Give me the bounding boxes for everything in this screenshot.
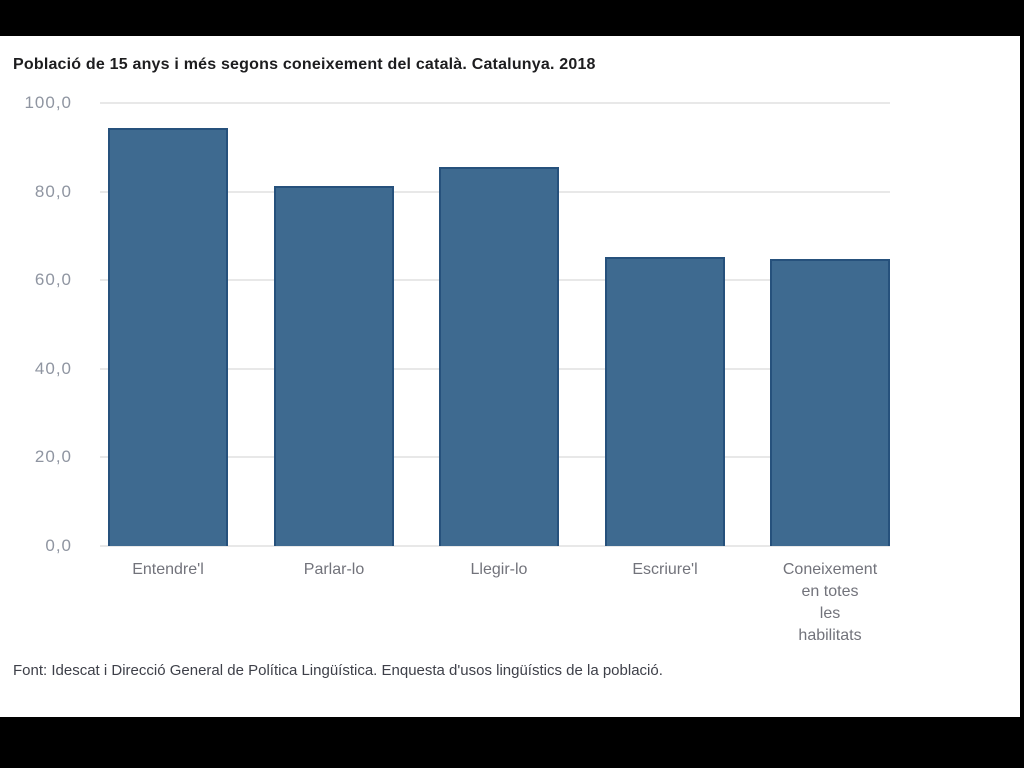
y-axis-tick-label: 80,0 — [34, 181, 72, 201]
x-axis-label: Llegir-lo — [470, 561, 528, 578]
chart-title: Població de 15 anys i més segons coneixe… — [13, 56, 596, 73]
y-axis-tick-label: 40,0 — [34, 358, 72, 378]
bar-2 — [274, 186, 394, 546]
bar-4 — [605, 257, 725, 546]
y-axis-tick-label: 60,0 — [34, 270, 72, 290]
y-axis-tick-label: 0,0 — [45, 536, 72, 555]
bar-5 — [770, 259, 890, 546]
chart-card: Població de 15 anys i més segons coneixe… — [0, 36, 1020, 717]
x-axis-label: Escriure'l — [632, 561, 698, 578]
source-note: Font: Idescat i Direcció General de Polí… — [13, 662, 663, 679]
x-axis-label: Coneixement en totes les habilitats — [782, 561, 878, 644]
y-axis-tick-label: 100,0 — [24, 93, 72, 112]
x-axis-label: Entendre'l — [132, 561, 204, 578]
bar-1 — [108, 128, 228, 546]
gridline — [100, 545, 890, 547]
x-axis-label: Parlar-lo — [303, 561, 365, 578]
y-axis-tick-label: 20,0 — [34, 447, 72, 467]
gridline — [100, 102, 890, 104]
bar-series — [108, 103, 890, 546]
bar-3 — [439, 167, 559, 546]
